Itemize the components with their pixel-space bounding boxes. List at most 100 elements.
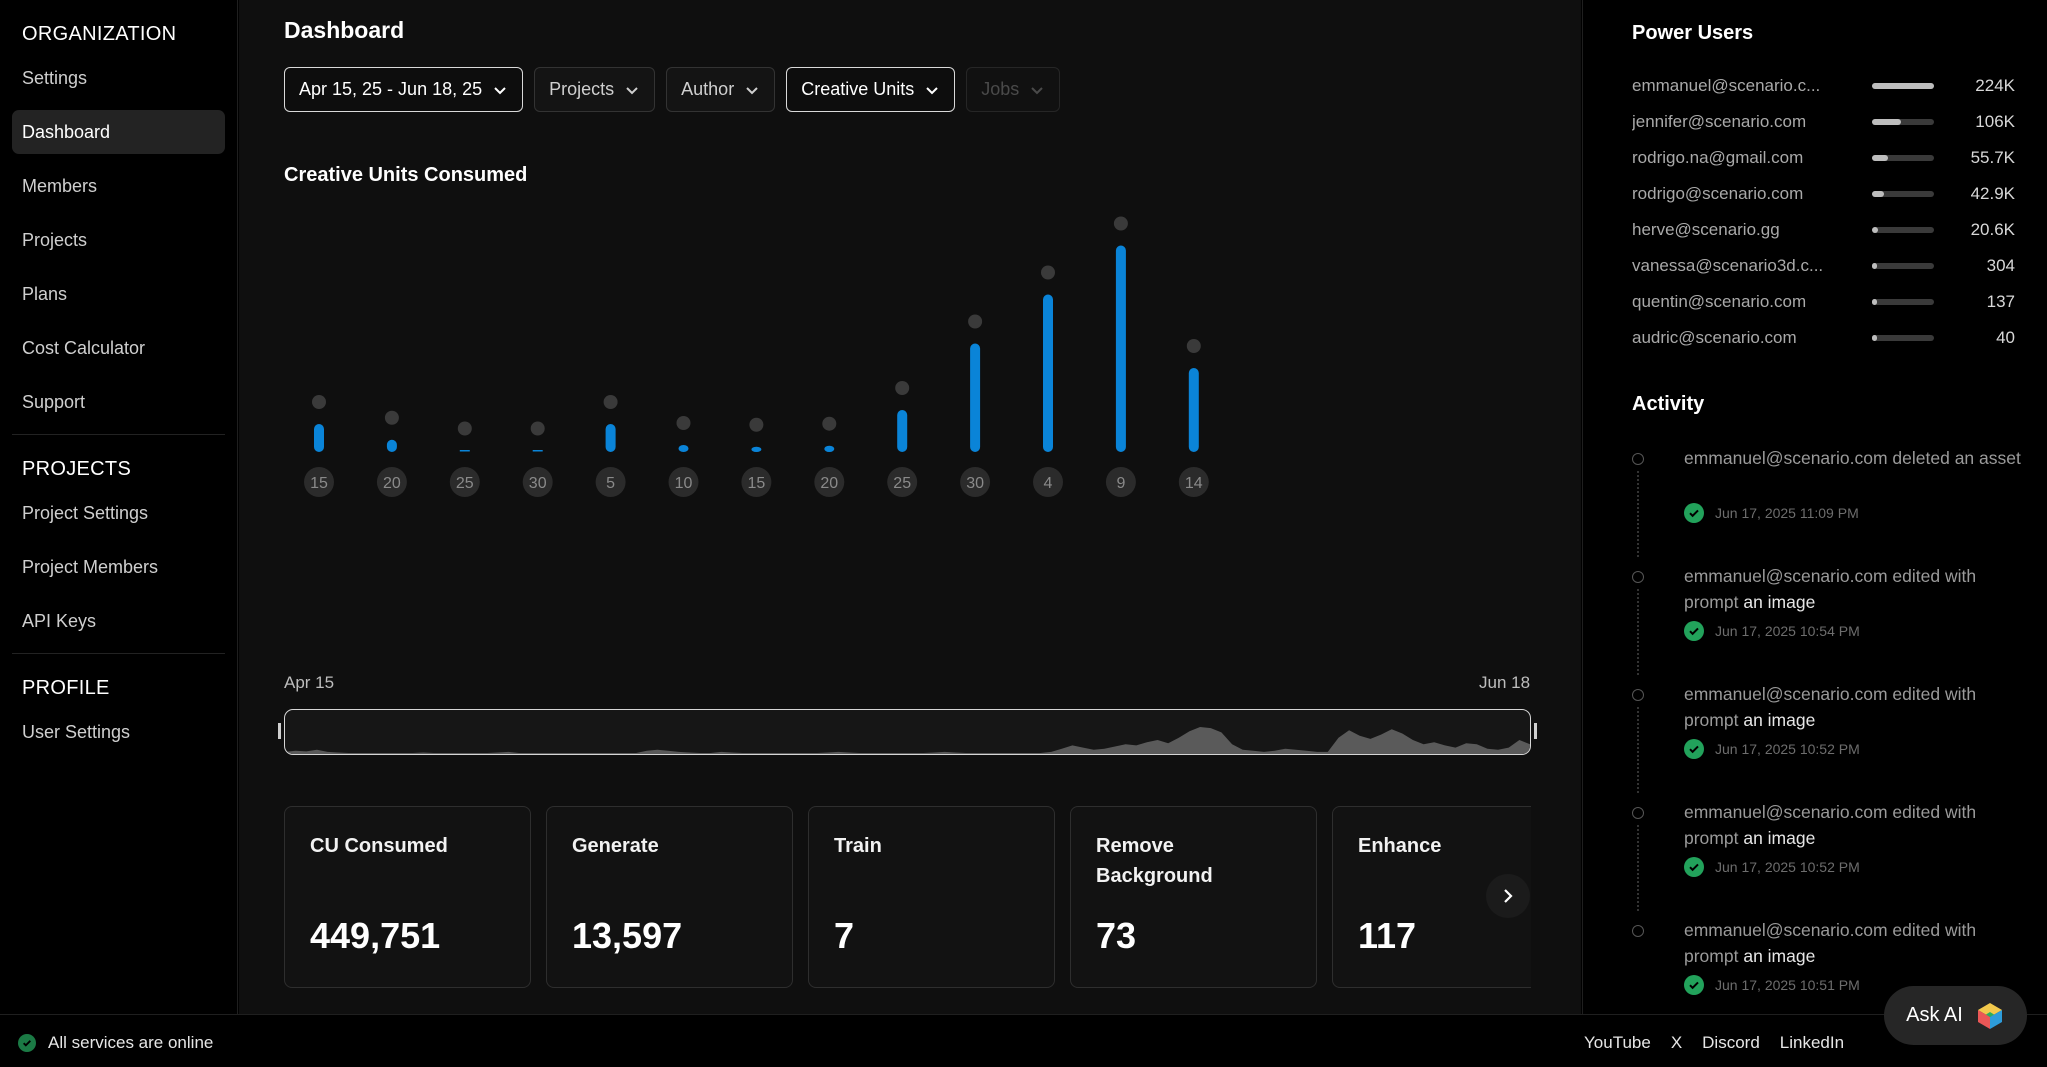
sidebar-item-support[interactable]: Support: [22, 392, 86, 412]
x-tick-label: 25: [893, 475, 911, 492]
check-circle-icon: [1684, 503, 1704, 523]
chart-bar: [314, 424, 324, 452]
brush-right-handle[interactable]: [1534, 723, 1537, 739]
sidebar-item-projects[interactable]: Projects: [22, 230, 88, 250]
activity-object[interactable]: an image: [1743, 828, 1816, 848]
bar-marker: [603, 395, 618, 409]
x-tick-label: 20: [820, 475, 838, 492]
timeline-dot: [1632, 807, 1644, 819]
author-filter[interactable]: Author: [666, 67, 776, 112]
service-status-text: All services are online: [48, 1033, 214, 1052]
power-user-bar-fill: [1872, 227, 1878, 233]
power-user-row[interactable]: herve@scenario.gg 20.6K: [1632, 212, 2015, 248]
stat-card-label: Generate: [572, 835, 659, 857]
sidebar-item-api-keys[interactable]: API Keys: [22, 611, 97, 631]
power-user-value: 40: [1996, 328, 2015, 347]
chart-title: Creative Units Consumed: [284, 164, 528, 186]
activity-object[interactable]: an image: [1743, 592, 1816, 612]
bar-marker: [312, 395, 326, 409]
timeline-line: [1637, 825, 1639, 911]
power-user-row[interactable]: vanessa@scenario3d.c... 304: [1632, 248, 2015, 284]
stat-card-label: Train: [834, 835, 882, 857]
ai-cube-icon: [1977, 1002, 2002, 1029]
power-user-row[interactable]: jennifer@scenario.com 106K: [1632, 104, 2015, 140]
activity-time: Jun 17, 2025 11:09 PM: [1715, 505, 1859, 521]
bar-chart: 15 20 25 30 5 10 15 20 25 30 4 9 14: [304, 216, 1209, 497]
service-status[interactable]: All services are online: [18, 1033, 213, 1053]
stat-card-value: 449,751: [310, 915, 441, 956]
sidebar-item-dashboard[interactable]: Dashboard: [12, 110, 225, 154]
overview-sparkline: [285, 727, 1530, 754]
profile-heading: PROFILE: [22, 677, 110, 699]
chart-bar: [678, 445, 689, 452]
power-user-value: 42.9K: [1970, 184, 2015, 203]
footer-link-discord[interactable]: Discord: [1702, 1033, 1760, 1052]
check-circle-icon: [1684, 975, 1704, 995]
chevron-right-icon: [1504, 889, 1513, 903]
power-users-heading: Power Users: [1632, 22, 1754, 44]
activity-action: edited with prompt: [1684, 684, 1977, 730]
tick-badge: [668, 467, 699, 497]
sidebar-item-members[interactable]: Members: [22, 176, 98, 196]
sidebar-item-settings[interactable]: Settings: [22, 68, 88, 88]
tick-badge: [595, 467, 626, 497]
stat-card-value: 13,597: [572, 915, 683, 956]
range-brush[interactable]: [284, 709, 1531, 755]
sidebar-item-project-members[interactable]: Project Members: [22, 557, 159, 577]
activity-object[interactable]: an image: [1743, 710, 1816, 730]
activity-time-row: Jun 17, 2025 10:51 PM: [1684, 975, 1860, 995]
cards-next-button[interactable]: [1486, 874, 1530, 918]
power-user-bar-fill: [1872, 299, 1877, 305]
tick-badge: [1105, 467, 1136, 497]
power-user-row[interactable]: emmanuel@scenario.c... 224K: [1632, 68, 2015, 104]
footer: All services are online YouTube X Discor…: [0, 1014, 2047, 1067]
activity-text: emmanuel@scenario.com edited with prompt…: [1684, 681, 2024, 733]
power-user-row[interactable]: audric@scenario.com 40: [1632, 320, 2015, 356]
chart-bar: [1115, 245, 1126, 452]
activity-object[interactable]: an image: [1743, 946, 1816, 966]
activity-time: Jun 17, 2025 10:51 PM: [1715, 977, 1860, 993]
footer-link-linkedin[interactable]: LinkedIn: [1779, 1033, 1845, 1052]
power-user-bar: [1872, 83, 1934, 89]
power-user-value: 137: [1986, 292, 2015, 311]
x-tick-label: 4: [1044, 475, 1053, 492]
power-user-row[interactable]: rodrigo.na@gmail.com 55.7K: [1632, 140, 2015, 176]
chart-bar: [1043, 294, 1053, 452]
metric-filter[interactable]: Creative Units: [786, 67, 956, 112]
footer-link-x[interactable]: X: [1670, 1033, 1683, 1052]
ask-ai-button[interactable]: Ask AI: [1884, 986, 2027, 1045]
power-user-email: rodrigo.na@gmail.com: [1632, 148, 1804, 167]
activity-text: emmanuel@scenario.com edited with prompt…: [1684, 799, 2024, 851]
sidebar-item-user-settings[interactable]: User Settings: [22, 722, 131, 742]
power-user-row[interactable]: rodrigo@scenario.com 42.9K: [1632, 176, 2015, 212]
power-user-email: vanessa@scenario3d.c...: [1632, 256, 1824, 275]
power-user-row[interactable]: quentin@scenario.com 137: [1632, 284, 2015, 320]
projects-filter[interactable]: Projects: [534, 67, 656, 112]
stat-card-value: 117: [1358, 915, 1417, 956]
stat-card: Remove Background 73: [1070, 806, 1317, 988]
date-range-filter[interactable]: Apr 15, 25 - Jun 18, 25: [284, 67, 524, 112]
tick-badge: [887, 467, 918, 497]
brush-left-handle[interactable]: [278, 723, 281, 739]
power-user-value: 224K: [1975, 76, 2015, 95]
sidebar-item-cost-calculator[interactable]: Cost Calculator: [22, 338, 146, 358]
power-user-value: 55.7K: [1970, 148, 2015, 167]
jobs-filter[interactable]: Jobs: [966, 67, 1061, 112]
sidebar-item-project-settings[interactable]: Project Settings: [22, 503, 149, 523]
power-user-value: 20.6K: [1970, 220, 2015, 239]
power-user-bar-fill: [1872, 263, 1877, 269]
bar-marker: [676, 416, 691, 430]
sidebar-item-plans[interactable]: Plans: [22, 284, 68, 304]
activity-action: edited with prompt: [1684, 920, 1977, 966]
overview-area: [285, 727, 1530, 754]
bar-marker: [822, 416, 837, 431]
stat-card-label: Remove Background: [1096, 835, 1213, 887]
activity-action: deleted an asset: [1892, 448, 2021, 468]
chart-bar: [751, 446, 762, 452]
activity-action: edited with prompt: [1684, 802, 1977, 848]
chart-bar: [1188, 368, 1199, 452]
stat-card-label: Enhance: [1358, 835, 1442, 857]
footer-link-youtube[interactable]: YouTube: [1584, 1033, 1651, 1052]
stat-card-value: 7: [834, 915, 855, 956]
bar-marker: [968, 314, 983, 329]
